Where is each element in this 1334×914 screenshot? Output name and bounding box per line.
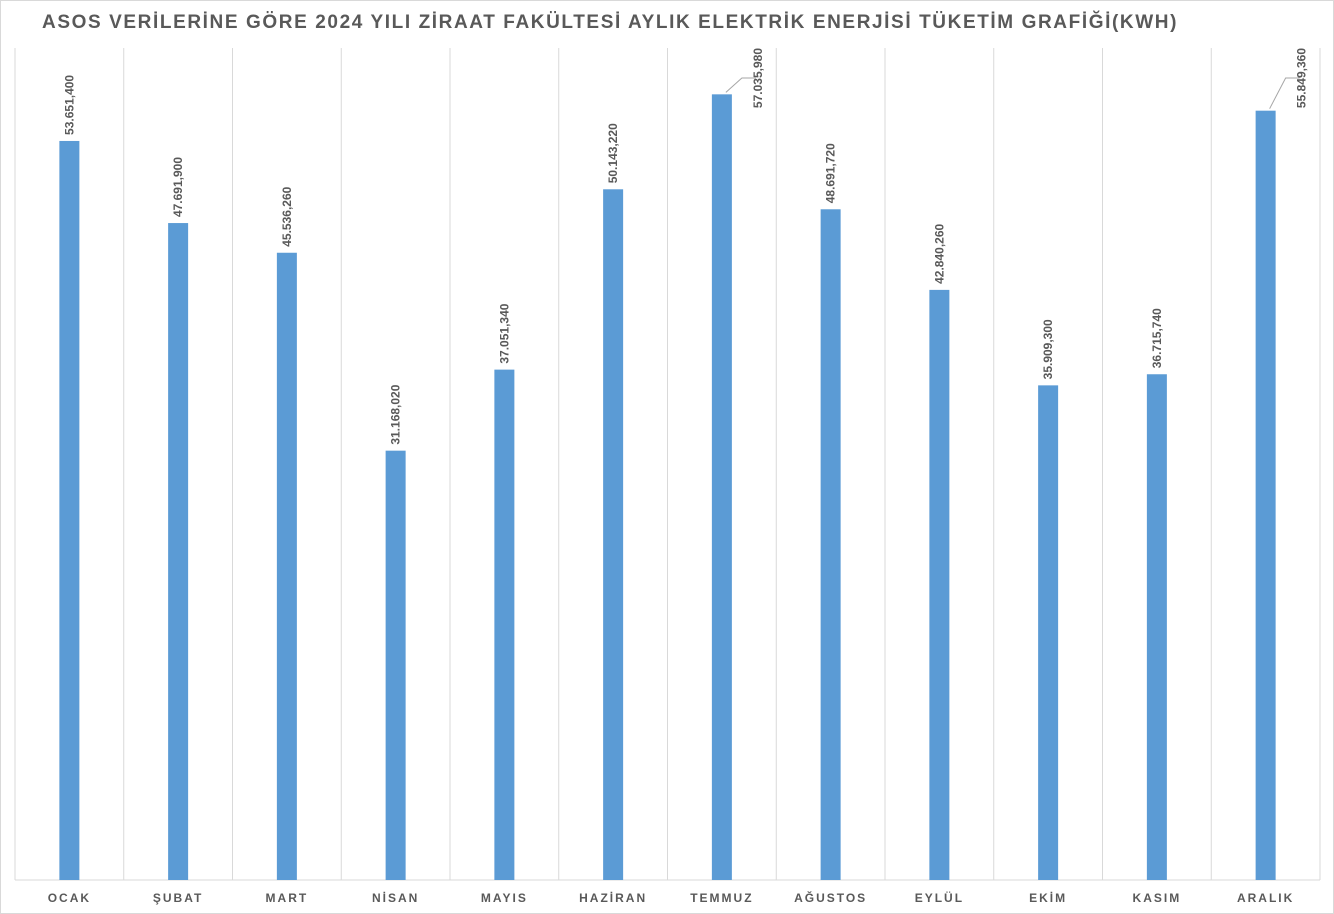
- bar: [494, 369, 515, 880]
- value-label: 37.051,340: [497, 303, 511, 363]
- bar: [711, 94, 732, 881]
- bar: [603, 189, 624, 880]
- bar: [929, 289, 950, 880]
- label-leader: [725, 77, 756, 93]
- bar: [820, 209, 841, 881]
- x-tick-label: ARALIK: [1237, 891, 1294, 905]
- x-tick-label: NİSAN: [372, 890, 419, 905]
- x-tick-label: OCAK: [48, 891, 91, 905]
- value-label: 53.651,400: [62, 75, 76, 135]
- x-tick-label: ŞUBAT: [153, 891, 203, 905]
- x-tick-label: MART: [266, 891, 309, 905]
- x-tick-label: AĞUSTOS: [794, 890, 867, 905]
- bar: [1255, 110, 1276, 880]
- x-tick-label: EYLÜL: [915, 890, 964, 905]
- value-label: 42.840,260: [932, 223, 946, 283]
- label-leader: [1269, 77, 1300, 109]
- value-label: 45.536,260: [280, 186, 294, 246]
- value-label: 35.909,300: [1041, 319, 1055, 379]
- x-tick-label: MAYIS: [481, 891, 528, 905]
- x-tick-label: KASIM: [1133, 891, 1182, 905]
- bar: [1038, 385, 1059, 880]
- value-label: 36.715,740: [1150, 308, 1164, 368]
- value-label: 31.168,020: [389, 384, 403, 444]
- bar: [59, 140, 80, 881]
- x-tick-label: HAZİRAN: [579, 890, 647, 905]
- value-label: 57.035,980: [751, 48, 765, 108]
- value-label: 50.143,220: [606, 123, 620, 183]
- value-label: 47.691,900: [171, 157, 185, 217]
- value-label: 55.849,360: [1295, 48, 1309, 108]
- chart-title: ASOS VERİLERİNE GÖRE 2024 YILI ZİRAAT FA…: [42, 11, 1178, 33]
- bar: [1146, 374, 1167, 880]
- value-label: 48.691,720: [824, 143, 838, 203]
- x-tick-label: EKİM: [1029, 890, 1067, 905]
- bar: [276, 252, 297, 881]
- bar: [168, 223, 189, 880]
- bar: [385, 450, 406, 880]
- x-tick-label: TEMMUZ: [690, 891, 753, 905]
